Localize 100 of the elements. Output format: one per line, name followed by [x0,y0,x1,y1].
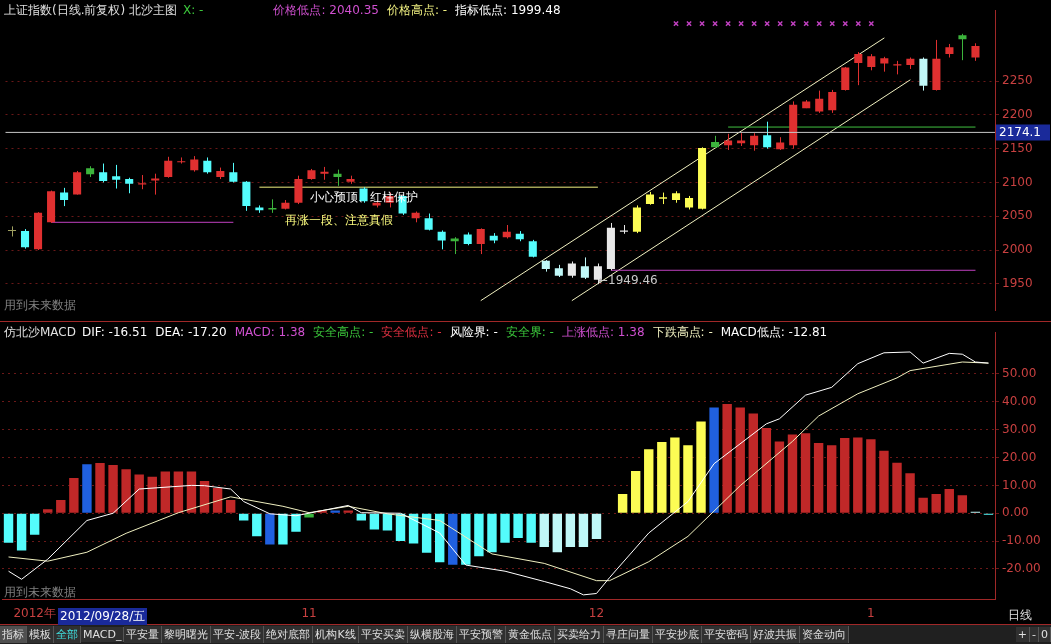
text: 纵横股海 [407,626,457,643]
ref-line-label: 2174.1 [999,124,1041,139]
chart-title: 上证指数(日线.前复权) 北沙主图 [4,3,177,17]
bar [944,489,954,513]
text: 黎明曙光 [162,626,212,643]
bar [487,513,497,553]
bar [500,513,510,543]
bar [957,495,968,513]
annotation: 风险界: - [449,325,498,339]
candlestick [528,239,537,258]
y-tick-label: 40.00 [1002,393,1037,408]
bar [813,443,824,513]
text: - [1030,627,1039,642]
bar [591,513,602,539]
annotation: 再涨一段、注意真假 [285,212,393,229]
text: 平安-波段 [211,626,265,643]
bar [173,471,184,513]
bar [905,473,915,513]
bar [382,513,393,531]
bar [95,463,105,513]
text: 寻庄问量 [603,626,653,643]
bar [552,513,562,553]
annotation: 小心预顶、红柱保护 [310,189,418,206]
text: 绝对底部 [264,626,314,643]
bar [800,433,811,513]
bar [578,513,589,547]
text: 日线 [1008,607,1032,624]
bar [474,513,484,557]
y-tick-label: -20.00 [1002,561,1041,576]
y-tick-label: 2100 [1002,174,1033,189]
candlestick [320,166,329,181]
candlestick [580,256,589,280]
y-tick-label: 2150 [1002,140,1033,155]
annotation: MACD: 1.38 [234,325,306,339]
bar [3,513,14,543]
text: 平安买卖 [358,626,408,643]
bar [866,439,876,513]
bar [709,407,719,513]
candlestick [255,204,264,214]
y-tick-label: 1950 [1002,275,1033,290]
text: 模板 [27,626,54,643]
bar [657,441,667,513]
annotation: 价格低点: 2040.35 [273,3,379,17]
bar [539,513,549,547]
bar [212,487,223,513]
annotation: 下跌高点: - [652,325,713,339]
bar [918,497,928,513]
bar [722,404,732,513]
bar [160,471,171,513]
bar [644,449,654,513]
annotation: DEA: -17.20 [155,325,227,339]
bar [252,513,262,537]
bar [840,438,850,513]
candlestick [619,224,628,235]
candlestick [125,177,134,194]
bar [461,513,471,565]
x-tick-label: 1 [867,605,875,620]
bar [892,462,902,513]
bar [134,474,144,513]
annotation: MACD低点: -12.81 [720,325,828,339]
bar [853,437,863,513]
annotation: 用到未来数据 [4,584,76,601]
y-tick-label: 2050 [1002,208,1033,223]
annotation: 安全界: - [505,325,554,339]
bar [225,499,236,513]
bar [29,513,40,535]
y-tick-label: 20.00 [1002,449,1037,464]
bar [291,513,301,532]
bar [761,428,772,513]
candlestick [971,42,980,62]
text: 平安量 [124,626,163,643]
text: 买卖给力 [554,626,604,643]
candlestick [893,60,902,75]
y-tick-label: 2000 [1002,242,1033,257]
x-tick-label: 2012年 [13,605,56,620]
bar [526,513,536,543]
x-tick-label: 12 [588,605,605,620]
bar [186,471,197,513]
y-tick-label: 2200 [1002,107,1033,122]
annotation: 价格高点: - [386,3,448,17]
bar [826,445,837,513]
text: MACD_ [81,627,125,642]
bar [879,450,889,513]
bar [787,434,798,513]
y-tick-label: 2250 [1002,73,1033,88]
candlestick [112,164,121,190]
y-tick-label: 30.00 [1002,421,1037,436]
text: 平安预警 [456,626,506,643]
bar [265,513,275,545]
candlestick [424,213,433,231]
annotation: X: - [183,3,204,17]
candlestick [554,264,563,278]
y-tick-label: 50.00 [1002,366,1037,381]
text: 黄金低点 [505,626,555,643]
annotation: 安全低点: - [381,325,442,339]
text: 资金动向 [799,626,849,643]
text: 机构K线 [313,626,359,643]
text: 好波共振 [750,626,800,643]
bar [670,437,680,513]
bar [147,476,157,513]
